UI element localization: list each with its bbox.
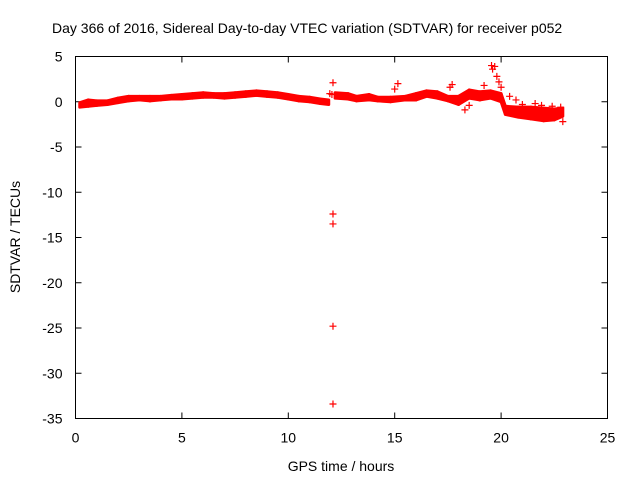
data-band-segment-38 (478, 89, 492, 102)
data-point-12 (465, 101, 473, 109)
y-tick-label-1: 0 (55, 94, 63, 110)
data-band-segment-42 (516, 105, 533, 121)
data-band-segment-41 (503, 104, 520, 119)
data-point-10 (448, 81, 456, 89)
y-tick-label-5: -20 (42, 275, 62, 291)
data-point-13 (480, 81, 488, 89)
data-band-segment-3 (105, 96, 120, 106)
data-point-17 (493, 72, 501, 80)
data-band-segment-45 (552, 106, 565, 122)
data-point-27 (559, 118, 567, 126)
x-tick-label-1: 5 (178, 430, 186, 446)
y-tick-label-0: 5 (55, 49, 63, 65)
data-band-segment-25 (333, 91, 350, 101)
data-band-segment-34 (435, 90, 450, 103)
data-point-0 (329, 79, 337, 87)
y-axis-label: SDTVAR / TECUs (7, 181, 23, 293)
y-tick-label-4: -15 (42, 230, 62, 246)
data-band-segment-44 (542, 106, 556, 123)
x-tick-label-3: 15 (387, 430, 403, 446)
data-point-7 (391, 85, 399, 93)
x-tick-label-0: 0 (72, 430, 80, 446)
data-band-segment-30 (388, 94, 407, 104)
data-band-segment-33 (425, 89, 439, 100)
data-band-segment-29 (376, 95, 392, 104)
y-tick-label-3: -10 (42, 184, 62, 200)
data-points (78, 62, 567, 408)
data-point-4 (329, 400, 337, 408)
data-band-segment-31 (403, 92, 418, 102)
data-band-segment-16 (244, 89, 258, 98)
data-band-segment-13 (212, 92, 226, 100)
y-tick-label-8: -35 (42, 411, 62, 427)
data-point-21 (512, 96, 520, 104)
data-band-segment-9 (169, 93, 184, 101)
data-band-segment-19 (276, 91, 290, 101)
data-band-segment-4 (116, 94, 131, 105)
x-tick-label-4: 20 (493, 430, 509, 446)
data-point-3 (329, 322, 337, 330)
data-band-segment-20 (286, 93, 301, 103)
data-band-segment-22 (308, 95, 322, 106)
data-band-segment-7 (148, 94, 163, 103)
data-point-19 (497, 83, 505, 91)
data-band-segment-37 (467, 88, 482, 102)
y-tick-label-2: -5 (50, 139, 63, 155)
data-band-segment-10 (180, 92, 195, 101)
series-0 (78, 62, 567, 408)
data-point-24 (538, 101, 546, 109)
x-tick-label-2: 10 (281, 430, 297, 446)
data-point-1 (329, 210, 337, 218)
data-band-segment-36 (457, 88, 471, 106)
data-point-22 (518, 100, 526, 108)
x-tick-label-5: 25 (600, 430, 616, 446)
data-point-26 (557, 103, 565, 111)
data-point-18 (495, 78, 503, 86)
data-band-segment-11 (191, 91, 205, 100)
data-point-6 (328, 91, 336, 99)
data-band-segment-17 (254, 89, 269, 98)
data-point-20 (506, 92, 514, 100)
data-band-segment-35 (446, 94, 461, 106)
data-band-segment-8 (159, 93, 173, 102)
data-band-segment-39 (488, 89, 503, 104)
chart-title: Day 366 of 2016, Sidereal Day-to-day VTE… (52, 20, 562, 36)
data-band-segment-14 (222, 91, 237, 100)
data-band-segment-21 (297, 94, 312, 104)
x-axis-label: GPS time / hours (288, 458, 395, 474)
y-tick-label-7: -30 (42, 365, 62, 381)
y-tick-label-6: -25 (42, 320, 62, 336)
data-point-14 (488, 62, 496, 70)
data-band-segment-5 (127, 94, 141, 103)
data-band-segment-6 (137, 94, 152, 103)
data-point-11 (461, 106, 469, 114)
data-band-segment-23 (318, 97, 331, 106)
data-band-segment-2 (95, 99, 109, 107)
data-point-25 (548, 102, 556, 110)
data-band-segment-32 (414, 89, 429, 102)
data-band-segment-18 (265, 90, 280, 99)
data-band-segment-12 (201, 91, 216, 99)
data-band-segment-15 (233, 90, 248, 99)
data-point-16 (491, 62, 499, 70)
data-band-segment-43 (529, 105, 546, 123)
data-point-8 (394, 80, 402, 88)
data-point-23 (531, 100, 539, 108)
data-point-2 (329, 220, 337, 228)
data-band-segment-27 (354, 93, 371, 103)
axis-ticks: 0 5 10 15 20 25 5 0 -5 -10 -15 -20 -25 -30 -35 (42, 49, 615, 446)
